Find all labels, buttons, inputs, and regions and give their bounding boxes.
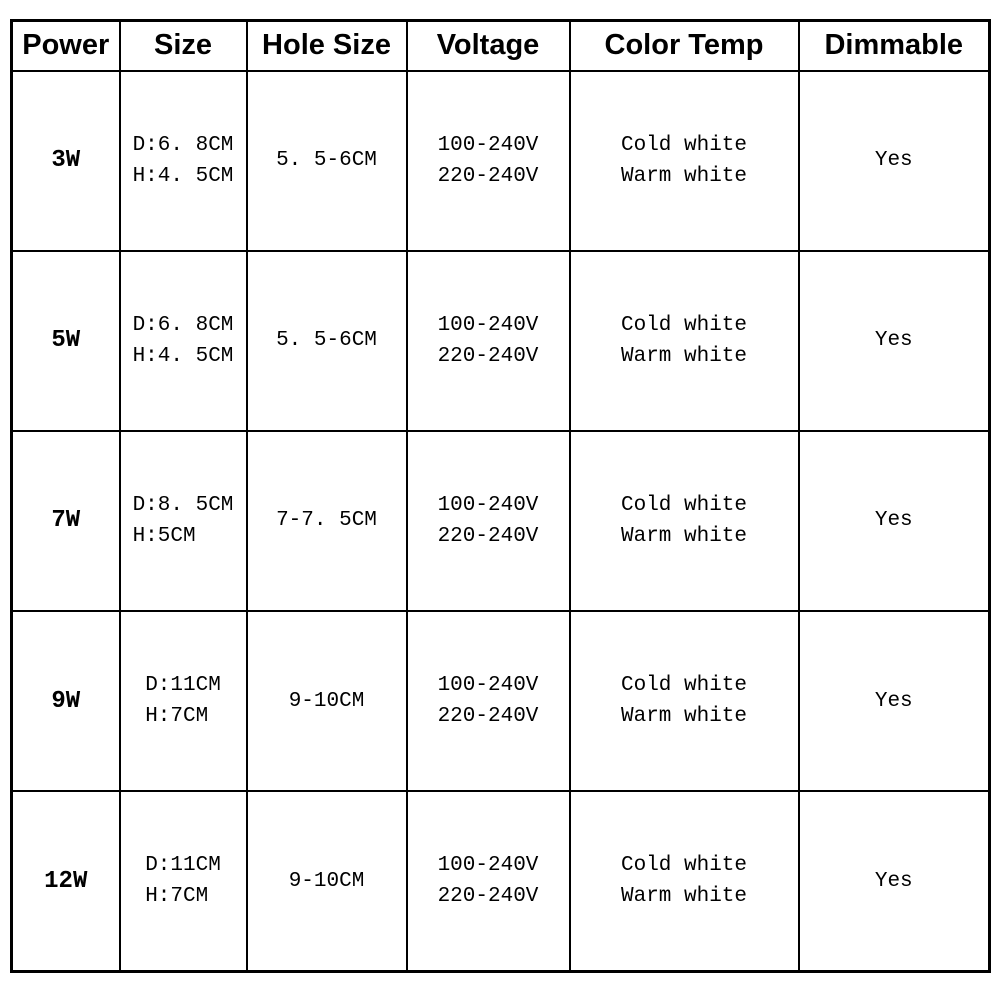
table-row-9w: 9W D:11CM H:7CM 9-10CM 100-240V 220-240V… (10, 610, 991, 793)
hole-size-value: 5. 5-6CM (276, 149, 377, 173)
color-temp-cell: Cold white Warm white (568, 249, 800, 432)
header-row: Power Size Hole Size Voltage Color Temp … (10, 19, 991, 72)
voltage-line: 100-240V (437, 854, 539, 878)
hole-size-cell: 9-10CM (245, 610, 408, 793)
size-lines: D:6. 8CM H:4. 5CM (133, 130, 234, 192)
size-lines: D:8. 5CM H:5CM (133, 490, 234, 552)
voltage-line: 100-240V (437, 133, 539, 157)
size-cell: D:6. 8CM H:4. 5CM (118, 249, 248, 432)
table-row-7w: 7W D:8. 5CM H:5CM 7-7. 5CM 100-240V 220-… (10, 429, 991, 613)
table-row-3w: 3W D:6. 8CM H:4. 5CM 5. 5-6CM 100-240V 2… (10, 69, 991, 252)
power-value: 9W (10, 610, 121, 793)
size-line: H:5CM (132, 524, 196, 548)
voltage-lines: 100-240V 220-240V (409, 670, 568, 732)
size-cell: D:11CM H:7CM (118, 610, 248, 793)
col-header-dimmable: Dimmable (797, 19, 991, 72)
voltage-lines: 100-240V 220-240V (409, 490, 568, 552)
voltage-line: 220-240V (437, 164, 539, 188)
voltage-lines: 100-240V 220-240V (409, 130, 568, 192)
power-value: 5W (10, 249, 121, 432)
size-line: D:11CM (145, 854, 221, 878)
hole-size-value: 9-10CM (288, 869, 365, 893)
table-row-12w: 12W D:11CM H:7CM 9-10CM 100-240V 220-240… (10, 790, 991, 973)
voltage-line: 100-240V (437, 674, 539, 698)
voltage-cell: 100-240V 220-240V (405, 69, 571, 252)
dimmable-cell: Yes (797, 790, 991, 973)
col-header-hole-size: Hole Size (245, 19, 408, 72)
color-temp-line: Cold white (620, 674, 748, 698)
size-line: H:4. 5CM (132, 164, 234, 188)
voltage-line: 100-240V (437, 313, 539, 337)
size-cell: D:8. 5CM H:5CM (118, 429, 248, 613)
voltage-line: 220-240V (437, 524, 539, 548)
color-temp-line: Warm white (620, 164, 748, 188)
dimmable-cell: Yes (797, 429, 991, 613)
hole-size-cell: 5. 5-6CM (245, 69, 408, 252)
size-line: D:11CM (145, 674, 221, 698)
dimmable-cell: Yes (797, 249, 991, 432)
hole-size-cell: 5. 5-6CM (245, 249, 408, 432)
hole-size-value: 9-10CM (288, 689, 365, 713)
color-temp-line: Cold white (620, 133, 748, 157)
color-temp-line: Cold white (620, 313, 748, 337)
product-spec-table: Power Size Hole Size Voltage Color Temp … (10, 19, 991, 973)
color-temp-line: Cold white (620, 854, 748, 878)
hole-size-value: 7-7. 5CM (276, 509, 377, 533)
color-temp-line: Warm white (620, 344, 748, 368)
size-line: H:7CM (145, 705, 209, 729)
voltage-line: 220-240V (437, 705, 539, 729)
color-temp-cell: Cold white Warm white (568, 790, 800, 973)
color-temp-line: Cold white (620, 493, 748, 517)
color-temp-cell: Cold white Warm white (568, 610, 800, 793)
voltage-cell: 100-240V 220-240V (405, 429, 571, 613)
color-temp-cell: Cold white Warm white (568, 69, 800, 252)
power-value: 7W (10, 429, 121, 613)
col-header-power: Power (10, 19, 121, 72)
col-header-color-temp: Color Temp (568, 19, 800, 72)
voltage-cell: 100-240V 220-240V (405, 610, 571, 793)
color-temp-cell: Cold white Warm white (568, 429, 800, 613)
size-cell: D:6. 8CM H:4. 5CM (118, 69, 248, 252)
size-line: H:4. 5CM (132, 344, 234, 368)
color-temp-line: Warm white (620, 524, 748, 548)
size-line: H:7CM (145, 885, 209, 909)
dimmable-value: Yes (874, 149, 913, 173)
color-temp-lines: Cold white Warm white (572, 130, 797, 192)
color-temp-lines: Cold white Warm white (572, 670, 797, 732)
size-line: D:6. 8CM (132, 133, 234, 157)
color-temp-line: Warm white (620, 885, 748, 909)
color-temp-lines: Cold white Warm white (572, 490, 797, 552)
hole-size-cell: 7-7. 5CM (245, 429, 408, 613)
voltage-line: 220-240V (437, 885, 539, 909)
size-lines: D:11CM H:7CM (145, 670, 221, 732)
voltage-lines: 100-240V 220-240V (409, 850, 568, 912)
dimmable-value: Yes (874, 869, 913, 893)
table-row-5w: 5W D:6. 8CM H:4. 5CM 5. 5-6CM 100-240V 2… (10, 249, 991, 432)
col-header-voltage: Voltage (405, 19, 571, 72)
dimmable-value: Yes (874, 509, 913, 533)
color-temp-lines: Cold white Warm white (572, 850, 797, 912)
size-line: D:6. 8CM (132, 313, 234, 337)
voltage-cell: 100-240V 220-240V (405, 790, 571, 973)
power-value: 12W (10, 790, 121, 973)
color-temp-lines: Cold white Warm white (572, 310, 797, 372)
power-value: 3W (10, 69, 121, 252)
voltage-line: 220-240V (437, 344, 539, 368)
dimmable-value: Yes (874, 329, 913, 353)
voltage-cell: 100-240V 220-240V (405, 249, 571, 432)
hole-size-value: 5. 5-6CM (276, 329, 377, 353)
size-line: D:8. 5CM (132, 493, 234, 517)
voltage-lines: 100-240V 220-240V (409, 310, 568, 372)
hole-size-cell: 9-10CM (245, 790, 408, 973)
size-lines: D:6. 8CM H:4. 5CM (133, 310, 234, 372)
color-temp-line: Warm white (620, 705, 748, 729)
dimmable-value: Yes (874, 689, 913, 713)
dimmable-cell: Yes (797, 610, 991, 793)
voltage-line: 100-240V (437, 493, 539, 517)
size-lines: D:11CM H:7CM (145, 850, 221, 912)
size-cell: D:11CM H:7CM (118, 790, 248, 973)
col-header-size: Size (118, 19, 248, 72)
dimmable-cell: Yes (797, 69, 991, 252)
